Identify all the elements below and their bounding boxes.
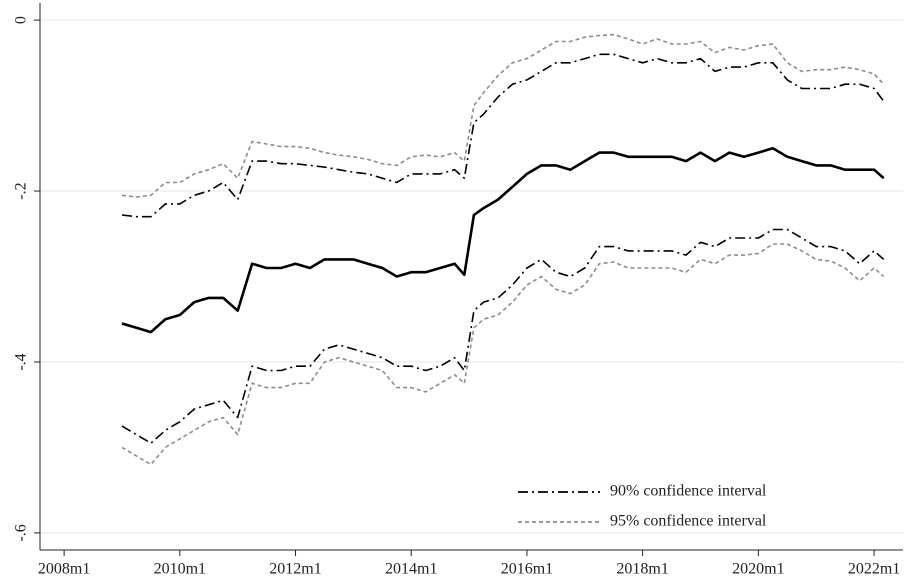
band-lower <box>121 243 885 466</box>
x-tick-label: 2010m1 <box>154 561 206 578</box>
series-line <box>121 147 885 334</box>
x-tick-label: 2020m1 <box>732 561 784 578</box>
band-upper <box>121 53 885 218</box>
band-upper <box>121 33 885 198</box>
legend-label: 90% confidence interval <box>610 483 767 500</box>
legend-label: 95% confidence interval <box>610 513 767 530</box>
y-tick-label: -.6 <box>13 524 30 541</box>
x-tick-label: 2014m1 <box>385 561 437 578</box>
x-tick-label: 2016m1 <box>501 561 553 578</box>
band-lower <box>121 228 885 444</box>
y-tick-label: -.2 <box>13 182 30 199</box>
y-tick-label: 0 <box>13 16 30 24</box>
x-tick-label: 2012m1 <box>269 561 321 578</box>
y-tick-label: -.4 <box>13 353 30 370</box>
x-tick-label: 2018m1 <box>616 561 668 578</box>
x-tick-label: 2022m1 <box>848 561 900 578</box>
x-tick-label: 2008m1 <box>38 561 90 578</box>
